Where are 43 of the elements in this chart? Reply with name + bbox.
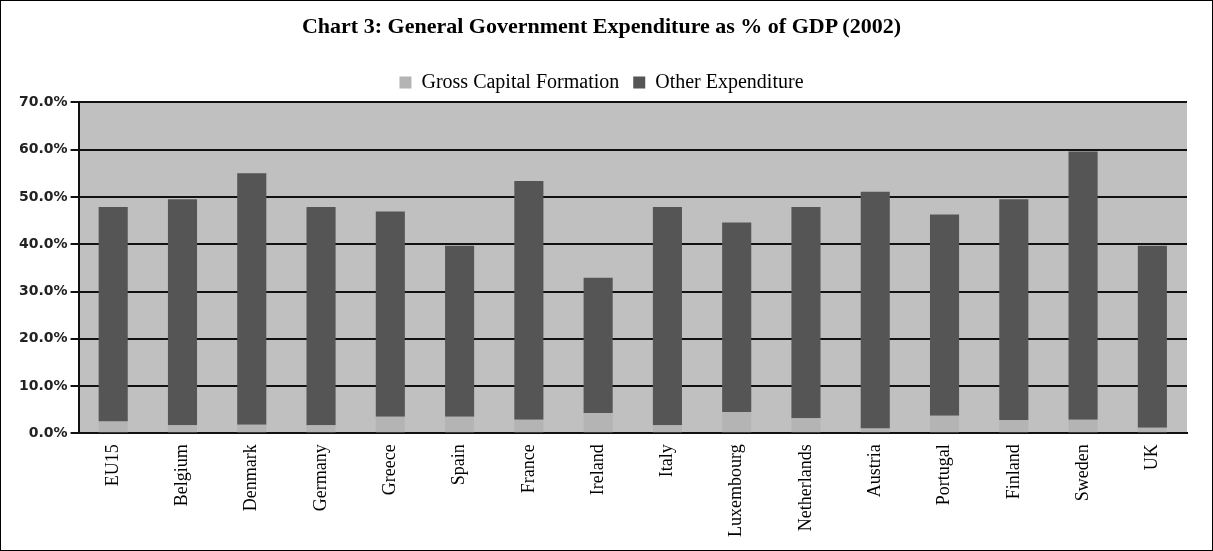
bar xyxy=(722,222,752,413)
bar xyxy=(375,211,405,417)
x-tick-label: Finland xyxy=(1002,444,1023,500)
x-tick-label: Luxembourg xyxy=(725,444,746,537)
x-tick-label: Ireland xyxy=(586,444,607,496)
x-tick-label: France xyxy=(517,444,538,494)
bar xyxy=(98,206,128,422)
x-tick-label: Germany xyxy=(309,444,330,512)
bar xyxy=(1068,151,1098,420)
y-tick-label: 10.0% xyxy=(18,376,68,393)
bar xyxy=(514,180,544,420)
x-tick-label: Italy xyxy=(656,444,677,478)
legend-label: Gross Capital Formation xyxy=(421,69,620,93)
bar xyxy=(167,199,198,426)
x-tick-label: Belgium xyxy=(171,444,192,507)
y-tick-label: 20.0% xyxy=(18,329,68,346)
x-tick-label: Spain xyxy=(448,444,469,486)
x-tick-label: Denmark xyxy=(240,444,261,512)
bar xyxy=(583,277,613,414)
chart-title: Chart 3: General Government Expenditure as % of GDP (2002) xyxy=(301,12,902,38)
bar xyxy=(1137,245,1167,428)
x-tick-label: Netherlands xyxy=(794,444,815,532)
bar xyxy=(306,206,336,426)
y-tick-label: 70.0% xyxy=(18,93,68,110)
x-tick-label: UK xyxy=(1141,444,1162,471)
bar xyxy=(860,191,890,429)
bar xyxy=(652,206,682,426)
x-tick-label: Greece xyxy=(379,444,400,496)
bar xyxy=(999,199,1029,421)
y-tick-label: 0.0% xyxy=(28,423,68,440)
x-tick-label: Austria xyxy=(863,444,884,498)
bar xyxy=(237,173,267,425)
y-tick-label: 40.0% xyxy=(18,234,68,251)
y-tick-label: 30.0% xyxy=(18,282,68,299)
bar xyxy=(929,214,960,416)
bar xyxy=(791,206,821,419)
y-tick-label: 50.0% xyxy=(18,187,68,204)
legend-label: Other Expenditure xyxy=(655,69,804,93)
x-tick-label: Sweden xyxy=(1071,444,1092,502)
bar xyxy=(445,245,475,417)
x-tick-label: EU15 xyxy=(101,444,122,487)
y-tick-label: 60.0% xyxy=(18,140,68,157)
x-tick-label: Portugal xyxy=(933,444,954,506)
